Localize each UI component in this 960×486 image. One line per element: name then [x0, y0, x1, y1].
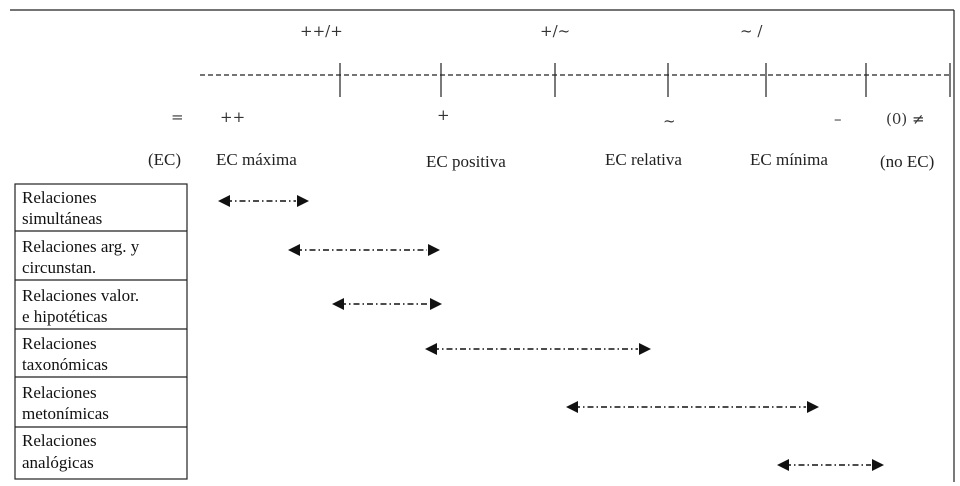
- top-label-2: +/~: [540, 22, 570, 40]
- relation-label-line: Relaciones: [22, 188, 97, 207]
- relations-table: [14, 183, 188, 480]
- category-ec: (EC): [148, 150, 181, 169]
- relation-label-line: metonímicas: [22, 404, 109, 423]
- scale-symbol-double-plus: ++: [220, 108, 245, 126]
- relation-label-line: Relaciones valor.: [22, 286, 139, 305]
- range-arrow-metonimicas: [566, 401, 819, 413]
- relation-label-line: Relaciones arg. y: [22, 237, 140, 256]
- category-ec-relativa: EC relativa: [605, 150, 682, 169]
- range-arrow-arg-circunstan: [288, 244, 440, 256]
- scale-symbol-plus: +: [437, 106, 450, 124]
- relation-label-line: analógicas: [22, 453, 94, 472]
- relation-label-line: e hipotéticas: [22, 307, 107, 326]
- relation-label-line: simultáneas: [22, 209, 102, 228]
- range-arrow-valor-hipoteticas: [332, 298, 442, 310]
- scale-symbol-zero-not-equal: (0) ≠: [886, 110, 925, 128]
- relation-label-line: taxonómicas: [22, 355, 108, 374]
- category-ec-minima: EC mínima: [750, 150, 828, 169]
- relation-label-line: Relaciones: [22, 431, 97, 450]
- top-label-3: ~ /: [740, 22, 763, 40]
- category-ec-maxima: EC máxima: [216, 150, 297, 169]
- scale-symbol-dash: –: [834, 110, 842, 128]
- range-arrow-simultaneas: [218, 195, 309, 207]
- range-arrow-taxonomicas: [425, 343, 651, 355]
- scale-symbol-tilde: ~: [663, 112, 676, 130]
- top-label-1: ++/+: [300, 22, 343, 40]
- scale-symbol-equal: =: [171, 108, 184, 126]
- relation-label-line: circunstan.: [22, 258, 96, 277]
- relation-label-line: Relaciones: [22, 383, 97, 402]
- range-arrow-analogicas: [777, 459, 884, 471]
- category-ec-positiva: EC positiva: [426, 152, 506, 171]
- relation-label-line: Relaciones: [22, 334, 97, 353]
- category-no-ec: (no EC): [880, 152, 934, 171]
